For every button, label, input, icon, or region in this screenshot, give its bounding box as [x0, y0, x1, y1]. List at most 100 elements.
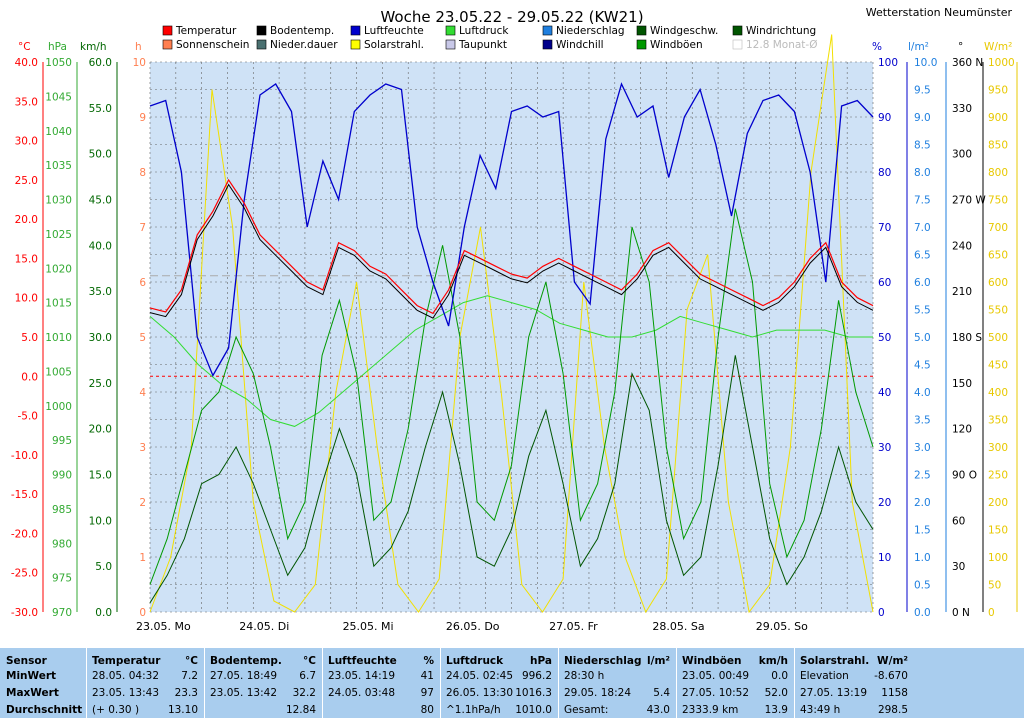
stats-panel: Sensor MinWert MaxWert Durchschnitt Temp… — [0, 648, 1024, 718]
pressure-axis-tick: 985 — [52, 504, 72, 516]
solar-axis-tick: 750 — [988, 195, 1008, 207]
rain-axis-tick: 7.5 — [914, 195, 931, 207]
rain-axis-tick: 10.0 — [914, 57, 937, 69]
direction-axis-tick: 120 — [952, 424, 972, 436]
solar-axis-tick: 950 — [988, 85, 1008, 97]
wind-axis-tick: 25.0 — [89, 378, 112, 390]
legend-swatch — [542, 39, 553, 50]
legend-swatch — [445, 39, 456, 50]
stats-cell-value: 97 — [420, 687, 434, 699]
stats-avg-label: Durchschnitt — [6, 704, 83, 716]
humidity-axis-tick: 80 — [878, 167, 891, 179]
pressure-axis-tick: 1040 — [45, 126, 72, 138]
weather-chart: Woche 23.05.22 - 29.05.22 (KW21) Wetterst… — [10, 6, 1018, 633]
wind-axis-unit: km/h — [80, 41, 107, 53]
stats-column-divider — [322, 648, 323, 718]
solar-axis-tick: 0 — [988, 607, 995, 619]
stats-cell-time: 43:49 h — [800, 704, 841, 716]
stats-column-divider — [86, 648, 87, 718]
stats-cell-time: 26.05. 13:30 — [446, 687, 513, 699]
stats-column-title: Luftdruck — [446, 655, 504, 667]
stats-column-title: Solarstrahl. — [800, 655, 870, 667]
stats-cell-value: 1158 — [881, 687, 908, 699]
wind-axis-tick: 0.0 — [95, 607, 112, 619]
stats-column-divider — [558, 648, 559, 718]
direction-axis-tick: 0 N — [952, 607, 970, 619]
legend-label: Niederschlag — [556, 25, 625, 37]
temp-axis-tick: 5.0 — [21, 332, 38, 344]
pressure-axis-tick: 1035 — [45, 160, 72, 172]
stats-column-title: Windböen — [682, 655, 742, 667]
stats-cell-value: 32.2 — [292, 687, 316, 699]
stats-cell-value: -8.670 — [874, 670, 908, 682]
humidity-axis-tick: 50 — [878, 332, 891, 344]
humidity-axis-tick: 0 — [878, 607, 885, 619]
temp-axis-tick: -25.0 — [11, 568, 38, 580]
direction-axis-tick: 330 — [952, 103, 972, 115]
stats-sensor-label: Sensor — [6, 655, 47, 667]
stats-column-divider — [440, 648, 441, 718]
solar-axis-tick: 850 — [988, 140, 1008, 152]
solar-axis-tick: 800 — [988, 167, 1008, 179]
solar-axis-tick: 1000 — [988, 57, 1015, 69]
humidity-axis-tick: 70 — [878, 222, 891, 234]
legend-label: Luftfeuchte — [364, 25, 424, 37]
rain-axis-tick: 1.0 — [914, 552, 931, 564]
pressure-axis-tick: 1050 — [45, 57, 72, 69]
temperature-line — [149, 178, 874, 315]
stats-cell-value: 1016.3 — [515, 687, 552, 699]
rain-axis-tick: 2.5 — [914, 470, 931, 482]
legend-label: Sonnenschein — [176, 39, 249, 51]
temp-axis-tick: 0.0 — [21, 371, 38, 383]
humidity-axis-tick: 40 — [878, 387, 891, 399]
rain-axis-tick: 4.0 — [914, 387, 931, 399]
wind-axis-tick: 30.0 — [89, 332, 112, 344]
direction-axis-tick: 60 — [952, 515, 965, 527]
stats-column: Solarstrahl. W/m² Elevation -8.670 27.05. 13… — [794, 648, 914, 718]
direction-axis-tick: 270 W — [952, 195, 986, 207]
stats-cell-value: 0.0 — [771, 670, 788, 682]
station-name: Wetterstation Neumünster — [866, 6, 1013, 19]
legend-label: Solarstrahl. — [364, 39, 424, 51]
stats-cell-time: 27.05. 18:49 — [210, 670, 277, 682]
rain-axis-tick: 9.0 — [914, 112, 931, 124]
temp-axis-tick: 30.0 — [15, 136, 38, 148]
stats-column-unit: °C — [303, 655, 316, 667]
stats-min-label: MinWert — [6, 670, 57, 682]
stats-column: Windböen km/h 23.05. 00:49 0.0 27.05. 10:52 5… — [676, 648, 794, 718]
legend-label: Luftdruck — [459, 25, 509, 37]
solar-axis-unit: W/m² — [984, 41, 1012, 53]
stats-cell-value: 13.10 — [167, 704, 198, 716]
direction-axis-tick: 360 N — [952, 57, 983, 69]
pressure-axis-tick: 1020 — [45, 263, 72, 275]
stats-column-title: Bodentemp. — [210, 655, 282, 667]
stats-cell-value: 298.5 — [877, 704, 908, 716]
rain-axis-tick: 6.0 — [914, 277, 931, 289]
solar-axis-tick: 50 — [988, 580, 1001, 592]
wind-axis-tick: 60.0 — [89, 57, 112, 69]
stats-column-title: Temperatur — [92, 655, 161, 667]
wind-axis-tick: 5.0 — [95, 561, 112, 573]
pressure-axis-tick: 970 — [52, 607, 72, 619]
hours-axis-tick: 1 — [139, 552, 146, 564]
legend-swatch — [732, 25, 743, 36]
wind-axis-tick: 10.0 — [89, 515, 112, 527]
wind-speed-line — [149, 355, 874, 604]
stats-cell-time: 23.05. 00:49 — [682, 670, 749, 682]
stats-column: Luftfeuchte% 23.05. 14:19 41 24.05. 03:48 97… — [322, 648, 440, 718]
rain-axis-tick: 4.5 — [914, 360, 931, 372]
rain-axis-tick: 7.0 — [914, 222, 931, 234]
stats-column: Niederschlag l/m² 28:30 h 29.05. 18:24 5.4 Ge… — [558, 648, 676, 718]
solar-axis-tick: 500 — [988, 332, 1008, 344]
stats-column-divider — [204, 648, 205, 718]
stats-cell-value: 13.9 — [764, 704, 788, 716]
hours-axis-tick: 7 — [139, 222, 146, 234]
stats-column-unit: l/m² — [647, 655, 670, 667]
humidity-axis-unit: % — [872, 41, 882, 53]
x-tick-label: 24.05. Di — [239, 620, 289, 633]
legend-swatch — [636, 25, 647, 36]
rain-axis-unit: l/m² — [908, 41, 929, 53]
humidity-axis-tick: 100 — [878, 57, 898, 69]
humidity-axis-tick: 20 — [878, 497, 891, 509]
pressure-axis-tick: 1025 — [45, 229, 72, 241]
